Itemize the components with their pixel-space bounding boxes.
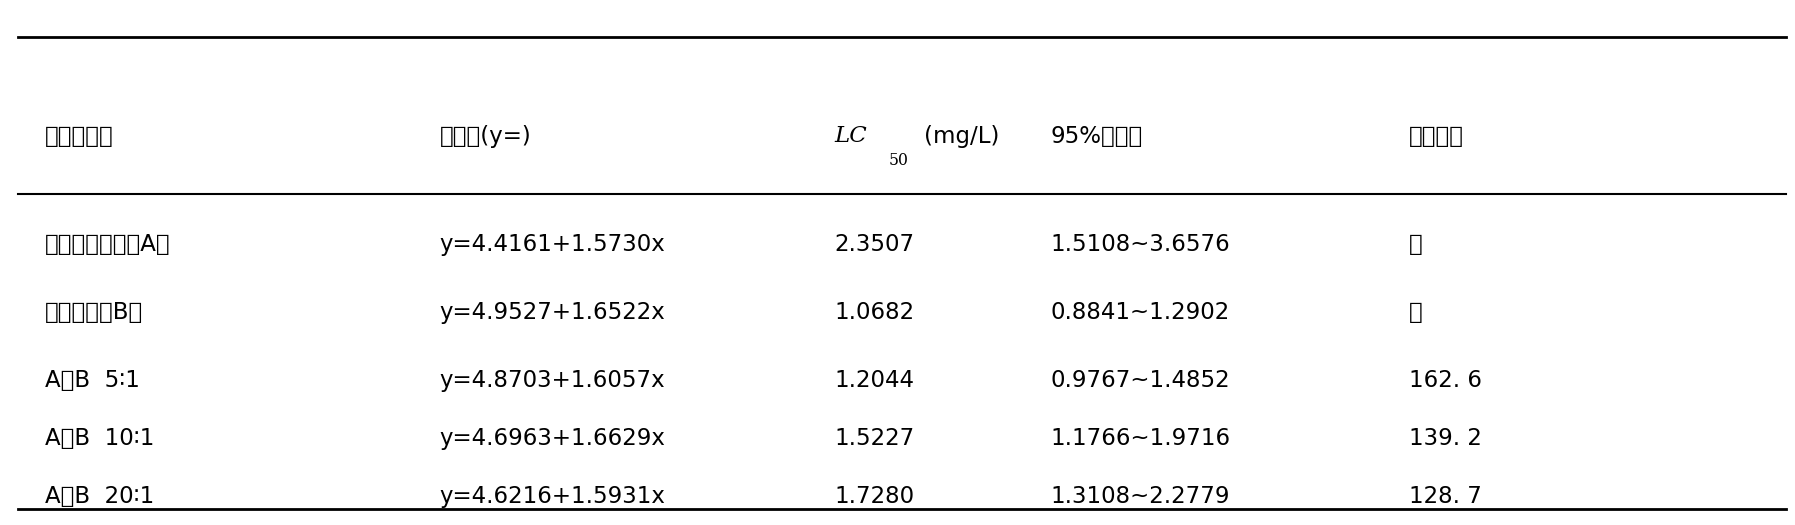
Text: 共毒系数: 共毒系数: [1409, 125, 1465, 148]
Text: 0.9767~1.4852: 0.9767~1.4852: [1050, 369, 1230, 392]
Text: ～: ～: [1409, 233, 1423, 256]
Text: 1.5227: 1.5227: [835, 427, 915, 450]
Text: y=4.6963+1.6629x: y=4.6963+1.6629x: [440, 427, 666, 450]
Text: 1.7280: 1.7280: [835, 485, 915, 508]
Text: ～: ～: [1409, 301, 1423, 324]
Text: 0.8841~1.2902: 0.8841~1.2902: [1050, 301, 1230, 324]
Text: 1.2044: 1.2044: [835, 369, 915, 392]
Text: 1.1766~1.9716: 1.1766~1.9716: [1050, 427, 1230, 450]
Text: 50: 50: [889, 152, 908, 169]
Text: 162. 6: 162. 6: [1409, 369, 1483, 392]
Text: y=4.4161+1.5730x: y=4.4161+1.5730x: [440, 233, 666, 256]
Text: 128. 7: 128. 7: [1409, 485, 1483, 508]
Text: LC: LC: [835, 125, 867, 148]
Text: A＋B  20∶1: A＋B 20∶1: [45, 485, 154, 508]
Text: A＋B  10∶1: A＋B 10∶1: [45, 427, 154, 450]
Text: 2.3507: 2.3507: [835, 233, 915, 256]
Text: y=4.8703+1.6057x: y=4.8703+1.6057x: [440, 369, 666, 392]
Text: A＋B  5∶1: A＋B 5∶1: [45, 369, 140, 392]
Text: (mg/L): (mg/L): [924, 125, 1000, 148]
Text: y=4.6216+1.5931x: y=4.6216+1.5931x: [440, 485, 666, 508]
Text: 药剂及配比: 药剂及配比: [45, 125, 113, 148]
Text: 阿维菌素（B）: 阿维菌素（B）: [45, 301, 144, 324]
Text: 氯虫苯甲酰胺（A）: 氯虫苯甲酰胺（A）: [45, 233, 171, 256]
Text: 1.5108~3.6576: 1.5108~3.6576: [1050, 233, 1230, 256]
Text: 95%置信限: 95%置信限: [1050, 125, 1142, 148]
Text: 回归式(y=): 回归式(y=): [440, 125, 531, 148]
Text: 1.3108~2.2779: 1.3108~2.2779: [1050, 485, 1230, 508]
Text: 139. 2: 139. 2: [1409, 427, 1483, 450]
Text: 1.0682: 1.0682: [835, 301, 915, 324]
Text: y=4.9527+1.6522x: y=4.9527+1.6522x: [440, 301, 666, 324]
